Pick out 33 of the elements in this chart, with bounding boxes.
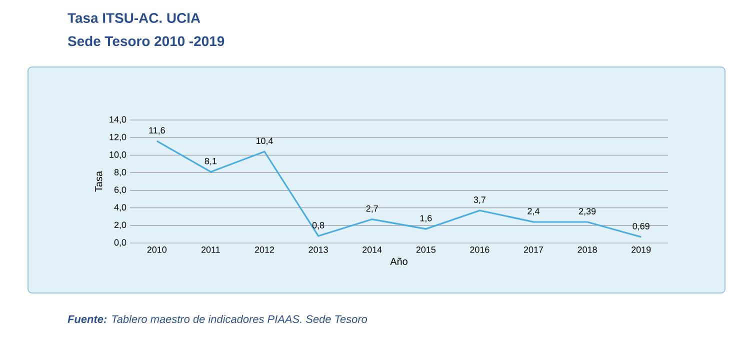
data-label: 3,7 <box>474 196 486 204</box>
x-tick-label: 2017 <box>524 246 544 253</box>
data-label: 0,8 <box>312 222 324 230</box>
y-tick-label: 14,0 <box>110 116 126 124</box>
x-tick-label: 2012 <box>254 246 274 253</box>
y-tick-label: 10,0 <box>110 151 126 159</box>
data-label: 11,6 <box>149 127 165 135</box>
x-tick-label: 2010 <box>147 246 167 253</box>
x-tick-label: 2011 <box>202 246 220 253</box>
chart-title: Tasa ITSU-AC. UCIA <box>68 13 200 23</box>
y-tick-label: 4,0 <box>114 204 126 212</box>
data-label: 1,6 <box>420 215 432 222</box>
x-axis-title: Año <box>390 258 408 265</box>
x-tick-label: 2014 <box>362 246 382 253</box>
text: Fuente: Tablero maestro de indicadores PIAAS. Sede Tesoro <box>68 314 368 324</box>
y-axis-title: Tasa <box>95 170 102 192</box>
data-label: 10,4 <box>256 138 273 146</box>
x-tick-label: 2018 <box>578 246 597 253</box>
x-tick-label: 2016 <box>470 246 490 253</box>
chart-subtitle: Sede Tesoro 2010 -2019 <box>68 36 224 46</box>
y-tick-label: 0,0 <box>114 239 126 247</box>
x-tick-label: 2013 <box>308 246 328 253</box>
y-tick-label: 12,0 <box>110 134 126 142</box>
data-label: 2,4 <box>528 208 540 216</box>
x-tick-label: 2015 <box>416 246 436 253</box>
data-label: 8,1 <box>204 158 216 166</box>
y-tick-label: 6,0 <box>114 186 126 194</box>
x-tick-label: 2019 <box>632 246 651 253</box>
y-tick-label: 2,0 <box>114 222 126 230</box>
data-label: 2,39 <box>579 208 596 216</box>
y-tick-label: 8,0 <box>114 169 126 176</box>
data-label: 0,69 <box>632 223 650 230</box>
data-label: 2,7 <box>366 205 378 213</box>
